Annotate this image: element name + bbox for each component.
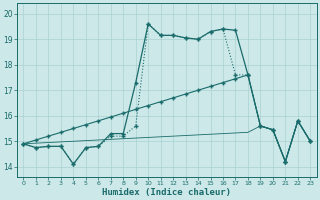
- X-axis label: Humidex (Indice chaleur): Humidex (Indice chaleur): [102, 188, 231, 197]
